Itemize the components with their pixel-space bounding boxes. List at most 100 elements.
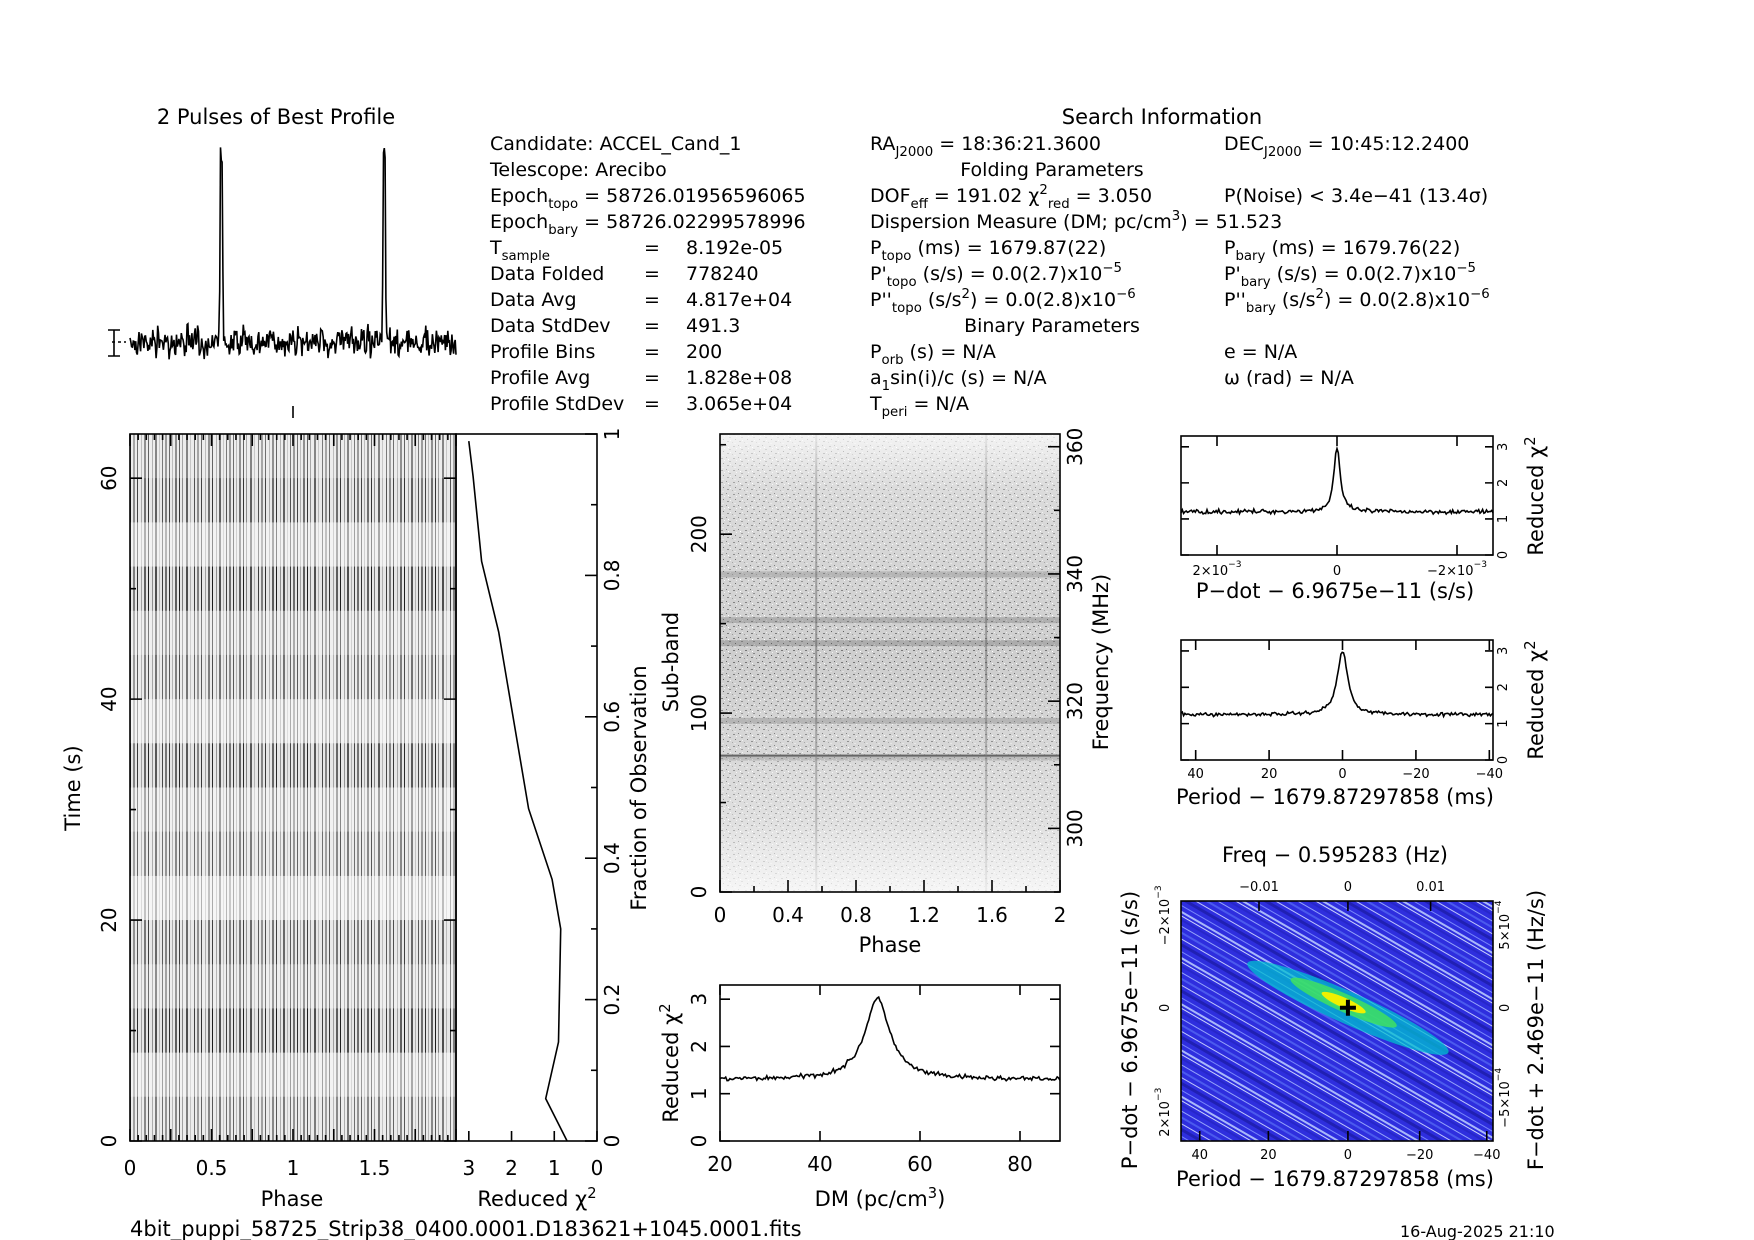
dm-ytick-label: 0	[687, 1135, 711, 1148]
info-value-4: 8.192e-05	[686, 237, 783, 259]
tp-xlabel: Phase	[261, 1187, 324, 1211]
pdbary: P'bary (s/s) = 0.0(2.7)x10−5	[1224, 261, 1476, 290]
pp-streaks	[1181, 901, 1493, 1141]
dm-xtick-label: 80	[1007, 1152, 1032, 1176]
info-eq-10: =	[644, 393, 660, 415]
info-row-1: Telescope: Arecibo	[489, 159, 667, 181]
tp-xtick-label: 0.5	[196, 1156, 228, 1180]
info-label-6: Data Avg	[490, 289, 577, 311]
time-phase-plot: 0 0.5 1 1.5 0 20 40 60 Phase Time (s)	[61, 433, 457, 1211]
pp-xtick-top-label: 0	[1344, 880, 1352, 895]
pr-ytick-label: 2	[1496, 683, 1511, 691]
tc-ytick-label: 0.4	[600, 842, 624, 874]
info-label-5: Data Folded	[490, 263, 604, 285]
filename: 4bit_puppi_58725_Strip38_0400.0001.D1836…	[130, 1217, 802, 1240]
dm-chi-plot: 20 40 60 80 0 1 2 3 DM (pc/cm3) Reduced χ2	[657, 984, 1061, 1211]
info-label-4: Tsample	[489, 237, 550, 264]
pp-xtick-label: 20	[1260, 1148, 1277, 1163]
info-label-8: Profile Bins	[490, 341, 595, 363]
pd-xtick-label: 0	[1333, 564, 1341, 579]
pp-ytick-label: −2×10−3	[1154, 885, 1173, 945]
tc-ytick-label: 0	[600, 1135, 624, 1148]
info-eq-4: =	[644, 237, 660, 259]
dof-chi: DOFeff = 191.02 χ2red = 3.050	[870, 183, 1152, 212]
sb-xtick-label: 1.2	[908, 903, 940, 927]
time-band-7	[130, 743, 456, 788]
pdtopo: P'topo (s/s) = 0.0(2.7)x10−5	[870, 261, 1122, 290]
sb-ytick-label: 200	[687, 515, 711, 553]
sb-ytick-label: 0	[687, 886, 711, 899]
sb-ylabel2: Frequency (MHz)	[1089, 574, 1113, 750]
period-chi-plot: 40 20 0 −20 −40 0 1 2 3 Period − 1679.87297858 (m…	[1176, 639, 1548, 809]
pd-ytick-label: 2	[1496, 479, 1511, 487]
sb-y2tick-label: 340	[1063, 555, 1087, 593]
pp-xtick-label: −40	[1473, 1148, 1500, 1163]
info-eq-6: =	[644, 289, 660, 311]
tp-xtick-label: 0	[124, 1156, 137, 1180]
search-info-title: Search Information	[1062, 105, 1262, 129]
info-label-9: Profile Avg	[490, 367, 590, 389]
dm-ytick-label: 3	[687, 993, 711, 1006]
sb-y2tick-label: 300	[1063, 809, 1087, 847]
tp-xtick-label: 1	[287, 1156, 300, 1180]
dm-ytick-label: 1	[687, 1087, 711, 1100]
time-band-12	[130, 964, 456, 1009]
dm-xlabel: DM (pc/cm3)	[815, 1185, 946, 1211]
dm-xtick-label: 40	[807, 1152, 832, 1176]
info-row-3: Epochbary = 58726.02299578996	[490, 211, 806, 238]
pp-title: Freq − 0.595283 (Hz)	[1222, 843, 1448, 867]
info-value-9: 1.828e+08	[686, 367, 792, 389]
dm-xtick-label: 20	[707, 1152, 732, 1176]
sb-xtick-label: 2	[1054, 903, 1067, 927]
pr-ytick-label: 0	[1496, 756, 1511, 764]
time-band-5	[130, 654, 456, 700]
tc-ylabel: Fraction of Observation	[627, 665, 651, 910]
info-value-5: 778240	[686, 263, 759, 285]
omega: ω (rad) = N/A	[1224, 367, 1354, 389]
pp-xlabel: Period − 1679.87297858 (ms)	[1176, 1167, 1494, 1191]
pp-ytick-label: 2×10−3	[1154, 1087, 1173, 1136]
pr-xtick-label: 0	[1338, 767, 1346, 782]
pr-xtick-label: 20	[1261, 767, 1278, 782]
dec: DECJ2000 = 10:45:12.2400	[1224, 133, 1469, 160]
time-band-10	[130, 875, 456, 921]
pr-xtick-label: 40	[1187, 767, 1204, 782]
info-value-6: 4.817e+04	[686, 289, 792, 311]
tc-ytick-label: 1	[600, 428, 624, 441]
info-row-0: Candidate: ACCEL_Cand_1	[490, 133, 741, 155]
sb-xtick-label: 1.6	[976, 903, 1008, 927]
info-value-8: 200	[686, 341, 722, 363]
profile-title: 2 Pulses of Best Profile	[157, 105, 395, 129]
time-band-2	[130, 522, 456, 567]
time-band-11	[130, 920, 456, 965]
info-label-10: Profile StdDev	[490, 393, 624, 415]
tc-xtick-label: 3	[462, 1156, 475, 1180]
sb-ylabel: Sub-band	[659, 612, 683, 712]
pr-xtick-label: −40	[1476, 767, 1503, 782]
sb-xtick-label: 0.8	[840, 903, 872, 927]
dm-frame	[719, 984, 1061, 1142]
pr-xtick-label: −20	[1402, 767, 1429, 782]
info-value-7: 491.3	[686, 315, 740, 337]
time-band-13	[130, 1008, 456, 1053]
pr-ytick-label: 3	[1496, 647, 1511, 655]
sb-xtick-label: 0.4	[772, 903, 804, 927]
pp-ytick2-label: −5×10−4	[1494, 1068, 1513, 1128]
dm-ylabel: Reduced χ2	[657, 1003, 683, 1122]
sb-ytick-label: 100	[687, 694, 711, 732]
tp-ytick-label: 40	[97, 686, 121, 711]
tc-xlabel: Reduced χ2	[477, 1185, 596, 1211]
pp-xtick-top-label: 0.01	[1416, 880, 1445, 895]
binary-title: Binary Parameters	[964, 315, 1140, 337]
sb-xlabel: Phase	[859, 933, 922, 957]
tc-ytick-label: 0.8	[600, 559, 624, 591]
pr-frame	[1180, 639, 1494, 761]
pd-ytick-label: 0	[1496, 551, 1511, 559]
pp-frame	[1180, 900, 1494, 1142]
profile-curve	[129, 147, 457, 360]
pp-xtick-label: 40	[1191, 1148, 1208, 1163]
time-chi-plot: 3 2 1 0 0 0.2 0.4 0.6 0.8 1 Reduced χ2 Fraction of …	[455, 428, 651, 1211]
pp-ylabel2: F−dot + 2.469e−11 (Hz/s)	[1524, 890, 1548, 1170]
pp-xtick-label: 0	[1344, 1148, 1352, 1163]
